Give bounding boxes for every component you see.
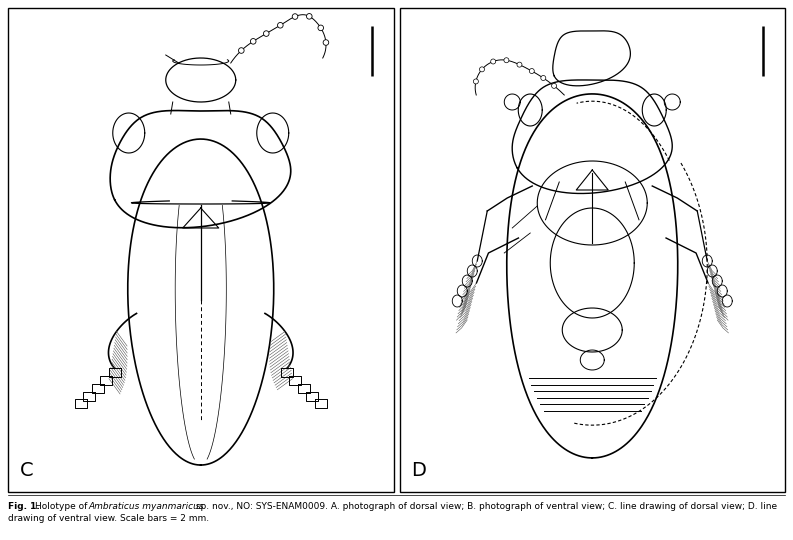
Text: Fig. 1.: Fig. 1. bbox=[8, 502, 40, 511]
Circle shape bbox=[504, 58, 509, 63]
Circle shape bbox=[251, 38, 256, 44]
Text: C: C bbox=[20, 461, 33, 480]
Circle shape bbox=[306, 14, 312, 19]
Text: sp. nov., NO: SYS-ENAM0009. A. photograph of dorsal view; B. photograph of ventr: sp. nov., NO: SYS-ENAM0009. A. photograp… bbox=[193, 502, 777, 511]
Text: Ambraticus myanmaricus: Ambraticus myanmaricus bbox=[88, 502, 204, 511]
Circle shape bbox=[529, 69, 534, 73]
Circle shape bbox=[239, 48, 244, 53]
Circle shape bbox=[323, 40, 329, 45]
Circle shape bbox=[263, 31, 269, 36]
Circle shape bbox=[278, 23, 283, 28]
Circle shape bbox=[293, 14, 298, 19]
Text: drawing of ventral view. Scale bars = 2 mm.: drawing of ventral view. Scale bars = 2 … bbox=[8, 514, 209, 523]
Circle shape bbox=[517, 62, 522, 67]
Circle shape bbox=[318, 25, 324, 31]
Circle shape bbox=[491, 59, 496, 64]
Text: D: D bbox=[412, 461, 427, 480]
Bar bbox=[8, 8, 393, 492]
Text: Holotype of: Holotype of bbox=[35, 502, 90, 511]
Bar bbox=[400, 8, 785, 492]
Circle shape bbox=[480, 67, 485, 72]
Circle shape bbox=[552, 83, 557, 89]
Circle shape bbox=[541, 76, 546, 80]
Circle shape bbox=[473, 79, 478, 84]
